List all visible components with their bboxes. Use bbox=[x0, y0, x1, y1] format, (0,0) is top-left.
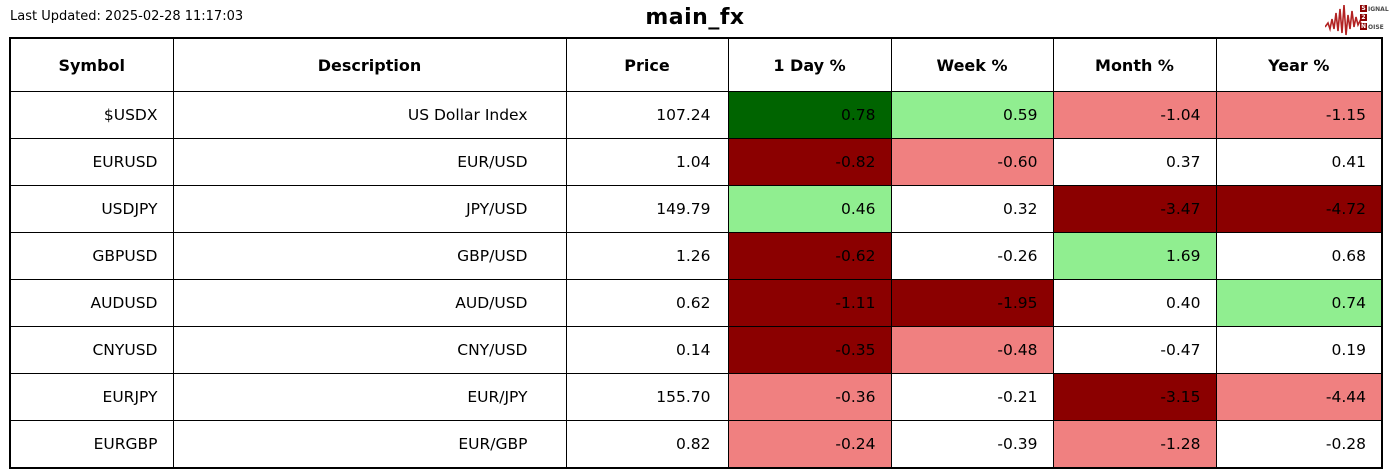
price-cell: 1.26 bbox=[565, 232, 729, 280]
change-cell: 0.37 bbox=[1052, 138, 1217, 186]
table-row: CNYUSD CNY/USD 0.14 -0.35 -0.48 -0.47 0.19 bbox=[9, 326, 1383, 374]
change-cell: 0.46 bbox=[727, 185, 892, 233]
waveform-icon bbox=[1325, 4, 1365, 36]
table-row: AUDUSD AUD/USD 0.62 -1.11 -1.95 0.40 0.74 bbox=[9, 279, 1383, 327]
change-cell: -0.24 bbox=[727, 420, 892, 469]
symbol-cell: AUDUSD bbox=[9, 279, 174, 327]
description-cell: EUR/GBP bbox=[172, 420, 567, 469]
table-row: USDJPY JPY/USD 149.79 0.46 0.32 -3.47 -4.72 bbox=[9, 185, 1383, 233]
change-cell: -1.95 bbox=[890, 279, 1054, 327]
price-cell: 0.14 bbox=[565, 326, 729, 374]
table-row: GBPUSD GBP/USD 1.26 -0.62 -0.26 1.69 0.68 bbox=[9, 232, 1383, 280]
change-cell: 0.41 bbox=[1215, 138, 1383, 186]
price-cell: 0.82 bbox=[565, 420, 729, 469]
price-cell: 149.79 bbox=[565, 185, 729, 233]
column-header-symbol: Symbol bbox=[9, 37, 174, 92]
table-row: EURJPY EUR/JPY 155.70 -0.36 -0.21 -3.15 -4.44 bbox=[9, 373, 1383, 421]
description-cell: EUR/JPY bbox=[172, 373, 567, 421]
symbol-cell: GBPUSD bbox=[9, 232, 174, 280]
table-row: EURUSD EUR/USD 1.04 -0.82 -0.60 0.37 0.41 bbox=[9, 138, 1383, 186]
change-cell: -0.60 bbox=[890, 138, 1054, 186]
logo-line: N OISE bbox=[1360, 23, 1384, 31]
description-cell: US Dollar Index bbox=[172, 91, 567, 139]
price-cell: 155.70 bbox=[565, 373, 729, 421]
column-header-month: Month % bbox=[1052, 37, 1217, 92]
change-cell: 0.32 bbox=[890, 185, 1054, 233]
table-row: $USDX US Dollar Index 107.24 0.78 0.59 -1.04-… bbox=[9, 91, 1383, 139]
change-cell: -4.44 bbox=[1215, 373, 1383, 421]
fx-table-body: $USDX US Dollar Index 107.24 0.78 0.59 -1.04-… bbox=[9, 91, 1383, 469]
change-cell: -0.28 bbox=[1215, 420, 1383, 469]
column-header-year: Year % bbox=[1215, 37, 1383, 92]
signal2noise-logo: S IGNAL 2 N OISE bbox=[1325, 2, 1389, 38]
symbol-cell: USDJPY bbox=[9, 185, 174, 233]
last-updated-label: Last Updated: 2025-02-28 11:17:03 bbox=[10, 9, 244, 24]
change-cell: -0.21 bbox=[890, 373, 1054, 421]
change-cell: 0.59 bbox=[890, 91, 1054, 139]
change-cell: -0.82 bbox=[727, 138, 892, 186]
fx-table: Symbol Description Price 1 Day % Week % … bbox=[9, 37, 1383, 469]
change-cell: -3.15 bbox=[1052, 373, 1217, 421]
change-cell: -0.39 bbox=[890, 420, 1054, 469]
description-cell: EUR/USD bbox=[172, 138, 567, 186]
description-cell: AUD/USD bbox=[172, 279, 567, 327]
symbol-cell: CNYUSD bbox=[9, 326, 174, 374]
change-cell: 0.74 bbox=[1215, 279, 1383, 327]
change-cell: -0.35 bbox=[727, 326, 892, 374]
page-title: main_fx bbox=[645, 5, 745, 30]
logo-line: 2 bbox=[1360, 14, 1367, 21]
change-cell: 0.40 bbox=[1052, 279, 1217, 327]
symbol-cell: EURUSD bbox=[9, 138, 174, 186]
change-cell: -4.72 bbox=[1215, 185, 1383, 233]
logo-line: S IGNAL bbox=[1360, 5, 1389, 13]
change-cell: -0.48 bbox=[890, 326, 1054, 374]
fx-table-wrap: Symbol Description Price 1 Day % Week % … bbox=[9, 37, 1383, 469]
change-cell: -1.28 bbox=[1052, 420, 1217, 469]
change-cell: 1.69 bbox=[1052, 232, 1217, 280]
change-cell: 0.19 bbox=[1215, 326, 1383, 374]
description-cell: CNY/USD bbox=[172, 326, 567, 374]
logo-text: S IGNAL 2 N OISE bbox=[1360, 5, 1389, 32]
column-header-week: Week % bbox=[890, 37, 1054, 92]
symbol-cell: EURGBP bbox=[9, 420, 174, 469]
change-cell: 0.68 bbox=[1215, 232, 1383, 280]
change-cell: -0.62 bbox=[727, 232, 892, 280]
change-cell: -1.15 bbox=[1215, 91, 1383, 139]
change-cell: -3.47 bbox=[1052, 185, 1217, 233]
change-cell: -0.47 bbox=[1052, 326, 1217, 374]
symbol-cell: EURJPY bbox=[9, 373, 174, 421]
table-row: EURGBP EUR/GBP 0.82 -0.24 -0.39 -1.28 -0.28 bbox=[9, 420, 1383, 469]
column-header-description: Description bbox=[172, 37, 567, 92]
description-cell: JPY/USD bbox=[172, 185, 567, 233]
header-row: Symbol Description Price 1 Day % Week % … bbox=[9, 37, 1383, 92]
description-cell: GBP/USD bbox=[172, 232, 567, 280]
change-cell: -1.11 bbox=[727, 279, 892, 327]
change-cell: -0.26 bbox=[890, 232, 1054, 280]
change-cell: -1.04 bbox=[1052, 91, 1217, 139]
price-cell: 107.24 bbox=[565, 91, 729, 139]
price-cell: 0.62 bbox=[565, 279, 729, 327]
price-cell: 1.04 bbox=[565, 138, 729, 186]
change-cell: 0.78 bbox=[727, 91, 892, 139]
symbol-cell: $USDX bbox=[9, 91, 174, 139]
column-header-1day: 1 Day % bbox=[727, 37, 892, 92]
column-header-price: Price bbox=[565, 37, 729, 92]
change-cell: -0.36 bbox=[727, 373, 892, 421]
